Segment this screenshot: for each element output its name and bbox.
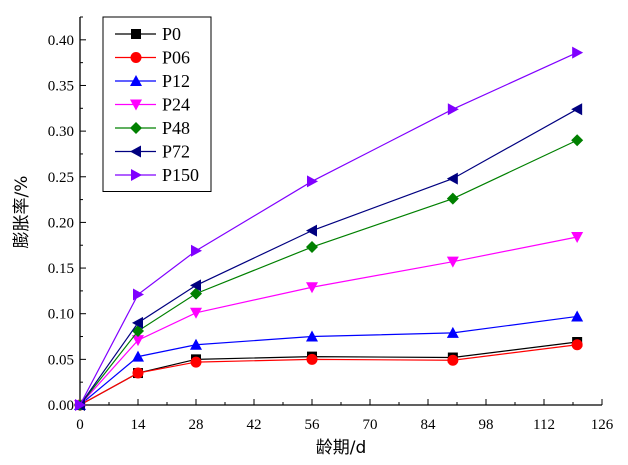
marker-triangle-left (571, 103, 583, 116)
legend-label: P24 (162, 95, 190, 115)
legend-label: P48 (162, 118, 190, 138)
series-line (79, 344, 578, 406)
series-p24 (74, 232, 584, 411)
legend-label: P72 (162, 142, 190, 162)
legend-item-p06: P06 (115, 48, 190, 68)
axes: 0 14 28 42 56 70 84 98 112 126 0.00 0.05 0.10 0.15 0.2… (48, 16, 614, 433)
x-tick-label: 14 (131, 417, 147, 433)
marker-triangle-left (446, 172, 458, 185)
series-p06 (74, 339, 583, 411)
marker-diamond (130, 122, 142, 134)
marker-triangle-left (306, 224, 317, 237)
y-tick-label: 0.20 (48, 215, 74, 231)
y-tick-label: 0.30 (48, 124, 74, 140)
series-line (79, 52, 578, 406)
series-p0 (75, 337, 583, 410)
marker-triangle-up (132, 350, 144, 362)
y-tick-label: 0.00 (48, 398, 74, 414)
marker-triangle-up (446, 326, 459, 338)
marker-triangle-down (132, 335, 144, 347)
marker-diamond (571, 134, 584, 147)
marker-triangle-down (446, 256, 459, 268)
series-line (79, 315, 578, 406)
x-tick-label: 70 (363, 417, 378, 433)
series-line (79, 341, 578, 406)
y-tick-label: 0.35 (48, 78, 74, 94)
marker-diamond (190, 287, 202, 300)
legend-item-p0: P0 (115, 24, 181, 44)
x-tick-label: 42 (247, 417, 262, 433)
y-axis-title: 膨胀率/% (12, 176, 32, 249)
marker-diamond (446, 192, 459, 205)
marker-triangle-down (306, 282, 318, 294)
legend-item-p72: P72 (115, 142, 190, 162)
marker-triangle-up (571, 310, 584, 322)
marker-circle (306, 353, 318, 365)
legend-label: P12 (162, 71, 190, 91)
marker-circle (130, 52, 142, 63)
marker-triangle-right (572, 46, 584, 59)
y-tick-label: 0.25 (48, 170, 74, 186)
marker-circle (447, 354, 459, 366)
y-tick-label: 0.15 (48, 261, 74, 277)
legend-label: P0 (162, 24, 181, 44)
x-tick-label: 56 (305, 417, 321, 433)
marker-triangle-left (190, 279, 201, 292)
marker-triangle-down (571, 232, 584, 244)
marker-triangle-right (447, 103, 459, 116)
series-p12 (74, 310, 584, 410)
x-tick-label: 98 (479, 417, 494, 433)
marker-triangle-down (190, 307, 202, 319)
y-tick-label: 0.40 (48, 33, 74, 49)
x-axis-title: 龄期/d (316, 438, 367, 458)
series-line (79, 236, 578, 406)
series-line (79, 108, 578, 406)
marker-triangle-down (130, 99, 142, 111)
legend-item-p12: P12 (115, 71, 190, 91)
marker-triangle-left (132, 316, 143, 329)
y-tick-label: 0.05 (48, 352, 74, 368)
series-layer (74, 46, 584, 411)
y-tick-label: 0.10 (48, 307, 74, 323)
marker-triangle-up (130, 75, 142, 86)
marker-triangle-right (133, 288, 144, 301)
x-tick-label: 0 (76, 417, 84, 433)
marker-diamond (306, 241, 318, 254)
series-line (79, 139, 578, 406)
legend: P0 P06 P12 P24 P48 P72 P150 (102, 16, 212, 192)
marker-triangle-right (75, 399, 86, 411)
marker-triangle-right (131, 169, 142, 181)
x-tick-label: 112 (533, 417, 555, 433)
x-tick-label: 28 (189, 417, 204, 433)
marker-triangle-right (191, 244, 202, 257)
marker-circle (132, 367, 144, 379)
marker-circle (571, 339, 583, 351)
x-tick-label: 126 (591, 417, 614, 433)
legend-item-p48: P48 (115, 118, 190, 138)
legend-label: P150 (162, 165, 199, 185)
series-p150 (75, 46, 584, 411)
marker-triangle-right (307, 175, 318, 188)
legend-label: P06 (162, 48, 190, 68)
marker-triangle-left (130, 145, 141, 158)
x-tick-label: 84 (421, 417, 437, 433)
legend-item-p24: P24 (115, 95, 190, 115)
marker-square (131, 29, 141, 39)
marker-triangle-up (306, 330, 318, 342)
marker-triangle-up (190, 338, 202, 350)
marker-circle (190, 356, 202, 368)
legend-item-p150: P150 (115, 165, 199, 185)
